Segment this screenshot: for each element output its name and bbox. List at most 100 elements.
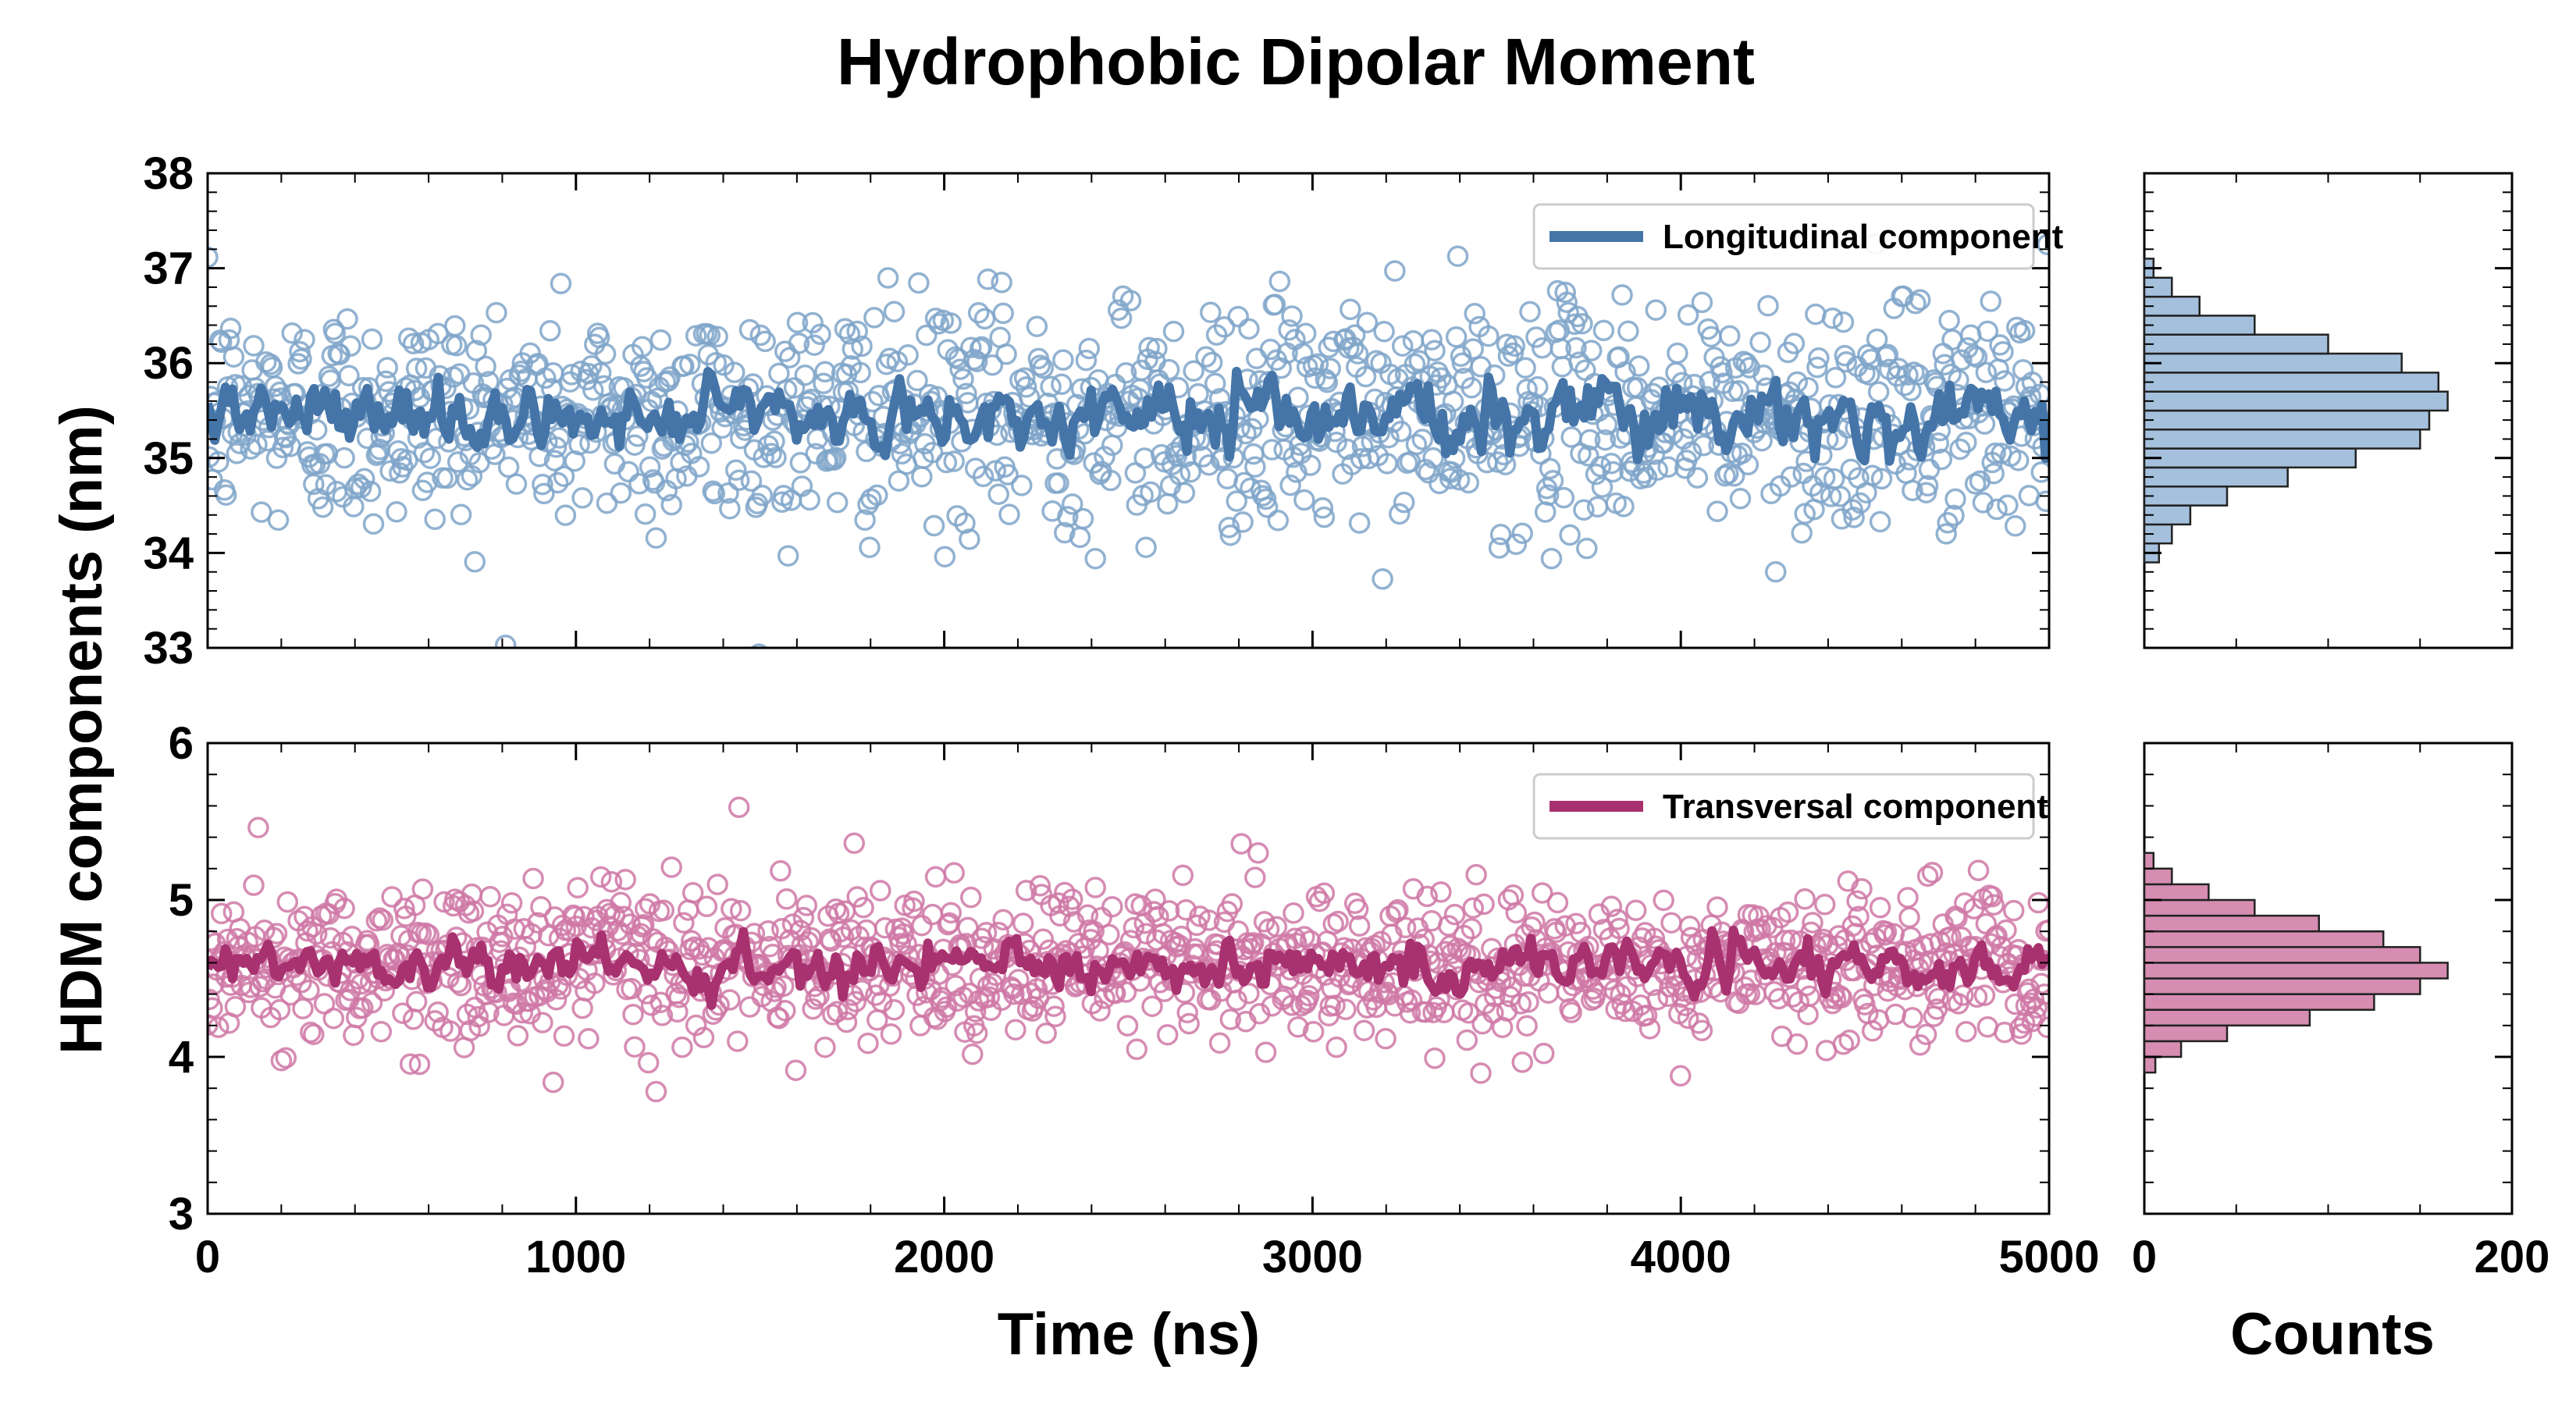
data-point bbox=[241, 359, 263, 381]
data-point bbox=[1373, 321, 1395, 343]
data-point bbox=[624, 434, 646, 456]
data-point bbox=[573, 905, 595, 928]
data-point bbox=[1854, 994, 1876, 1016]
data-point bbox=[699, 324, 721, 347]
data-point bbox=[757, 919, 779, 942]
data-point bbox=[2007, 450, 2030, 471]
data-point bbox=[1580, 340, 1603, 361]
data-point bbox=[1752, 364, 1774, 386]
data-point bbox=[511, 1001, 534, 1024]
data-point bbox=[835, 1011, 858, 1033]
data-point bbox=[1777, 901, 1799, 923]
data-point bbox=[1105, 982, 1126, 1005]
data-point bbox=[1869, 510, 1891, 533]
data-point bbox=[1531, 337, 1553, 359]
data-point bbox=[1051, 373, 1073, 396]
data-point bbox=[1075, 349, 1098, 372]
data-point bbox=[361, 992, 383, 1014]
data-point bbox=[1421, 329, 1443, 351]
data-point bbox=[251, 501, 272, 523]
data-point bbox=[1711, 361, 1733, 384]
data-point bbox=[1170, 925, 1193, 948]
data-point bbox=[1461, 918, 1482, 940]
hist-bar bbox=[2143, 333, 2329, 355]
data-point bbox=[738, 996, 761, 1018]
data-point bbox=[1087, 939, 1109, 962]
data-point bbox=[622, 1003, 644, 1026]
data-point bbox=[1821, 307, 1844, 329]
data-point bbox=[208, 246, 219, 269]
data-point bbox=[1829, 985, 1852, 1007]
data-point bbox=[1370, 930, 1392, 953]
data-point bbox=[1393, 491, 1415, 514]
data-point bbox=[338, 365, 360, 387]
data-point bbox=[340, 980, 361, 1001]
data-point bbox=[627, 425, 649, 447]
data-point bbox=[1158, 900, 1180, 922]
data-point bbox=[809, 323, 831, 346]
data-point bbox=[750, 643, 768, 648]
data-point bbox=[995, 343, 1017, 365]
data-point bbox=[1219, 524, 1242, 546]
data-point bbox=[1645, 299, 1667, 321]
data-point bbox=[494, 634, 517, 648]
data-point bbox=[297, 919, 318, 942]
data-point bbox=[1471, 1012, 1493, 1035]
data-point bbox=[777, 545, 799, 567]
data-point bbox=[1135, 536, 1157, 558]
data-point bbox=[405, 357, 428, 379]
data-point bbox=[1586, 496, 1609, 518]
data-point bbox=[1457, 471, 1480, 494]
data-point bbox=[1576, 537, 1598, 560]
data-point bbox=[1589, 456, 1612, 478]
panel-transversal: 3 4 5 6 Transversal component bbox=[169, 718, 2051, 1240]
data-point bbox=[340, 335, 361, 357]
data-point bbox=[1384, 260, 1406, 282]
data-point bbox=[1635, 466, 1658, 489]
hist-bar bbox=[2143, 977, 2421, 995]
data-point bbox=[1943, 504, 1965, 527]
data-point bbox=[1208, 1032, 1231, 1054]
data-point bbox=[934, 546, 956, 567]
data-point bbox=[1813, 894, 1836, 916]
data-point bbox=[1554, 281, 1576, 304]
data-point bbox=[1660, 912, 1682, 934]
data-point bbox=[1424, 340, 1446, 362]
data-point bbox=[717, 482, 739, 504]
data-point bbox=[1987, 358, 2009, 380]
x-axis-label: Time (ns) bbox=[998, 1301, 1260, 1368]
data-point bbox=[937, 913, 959, 936]
data-point bbox=[960, 336, 982, 358]
data-point bbox=[824, 898, 847, 920]
data-point bbox=[1559, 524, 1581, 546]
data-point bbox=[1786, 1033, 1809, 1055]
hist-x-tick-label: 200 bbox=[2475, 1232, 2550, 1282]
data-point bbox=[1531, 882, 1553, 904]
data-point bbox=[1902, 1007, 1923, 1029]
data-point bbox=[478, 1001, 500, 1023]
data-point bbox=[1304, 367, 1326, 389]
data-point bbox=[1757, 294, 1779, 317]
data-point bbox=[1714, 464, 1736, 487]
data-point bbox=[714, 916, 736, 939]
data-point bbox=[845, 991, 867, 1013]
data-point bbox=[1983, 894, 2005, 916]
data-point bbox=[960, 886, 982, 909]
data-point bbox=[849, 361, 871, 384]
data-point bbox=[1938, 309, 1960, 332]
hist-bar bbox=[2143, 447, 2357, 469]
data-point bbox=[727, 1030, 749, 1052]
data-point bbox=[568, 433, 590, 456]
data-point bbox=[1378, 426, 1400, 449]
data-point bbox=[1156, 493, 1179, 515]
data-point bbox=[467, 1005, 489, 1028]
data-point bbox=[375, 370, 397, 393]
data-point bbox=[1101, 895, 1123, 918]
x-tick-label: 2000 bbox=[894, 1232, 994, 1282]
data-point bbox=[319, 927, 342, 949]
legend-box bbox=[1532, 773, 2035, 840]
data-point bbox=[678, 899, 699, 921]
data-point bbox=[1781, 986, 1804, 1008]
data-point bbox=[1494, 454, 1517, 475]
chart-title: Hydrophobic Dipolar Moment bbox=[837, 25, 1755, 98]
